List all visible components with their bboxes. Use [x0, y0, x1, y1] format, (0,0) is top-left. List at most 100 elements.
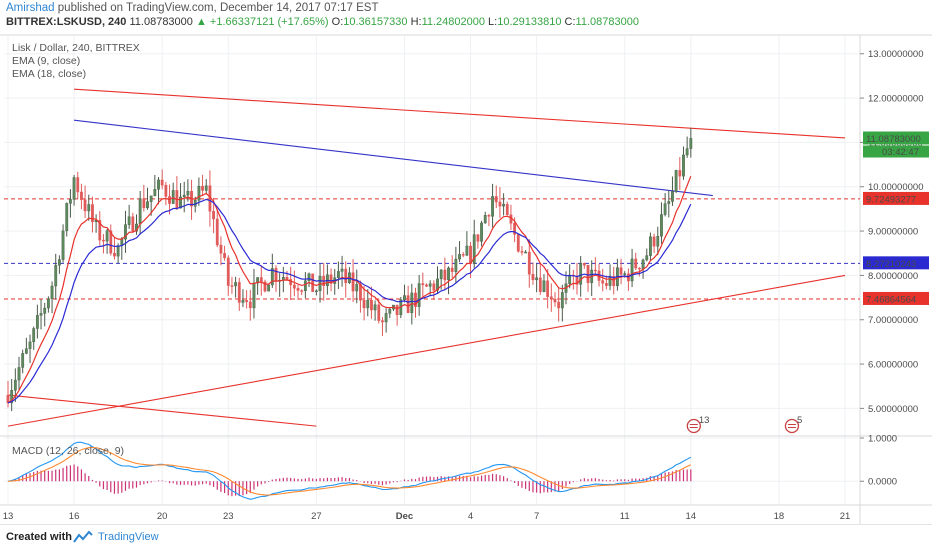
high-label: H: [410, 16, 422, 28]
last-price: 11.08783000 [129, 16, 193, 28]
support-price-tag-bg [863, 291, 929, 305]
countdown-tag-bg [863, 145, 929, 158]
candle-body [292, 284, 296, 289]
candle-body [469, 245, 472, 264]
candle-body [652, 236, 656, 247]
candle-body [153, 189, 157, 197]
trendlines [7, 88, 846, 427]
candle-body [344, 268, 348, 284]
candle-body [157, 179, 160, 190]
price-tick-label: 13.00000000 [868, 49, 923, 60]
legend-ema-18: EMA (18, close) [12, 68, 86, 80]
candle-body [46, 298, 50, 309]
candle-body [116, 245, 120, 257]
candle-body [10, 390, 14, 404]
candle-body [663, 203, 667, 215]
candle-body [160, 179, 164, 186]
candle-body [513, 223, 517, 235]
candle-body [671, 191, 674, 202]
macd-pane [7, 441, 692, 500]
candle-body [149, 195, 153, 202]
candle-body [377, 304, 381, 321]
candle-body [623, 273, 627, 275]
candle-body [24, 348, 28, 354]
created-with-text: Created with [6, 531, 73, 543]
resist-price-tag: 9.72493277 [866, 194, 916, 205]
legend-macd: MACD (12, 26, close, 9) [12, 445, 124, 457]
candle-body [289, 279, 293, 286]
candle-body [421, 283, 425, 286]
candle-body [105, 230, 109, 242]
candle-body [553, 299, 557, 303]
candle-body [535, 277, 539, 281]
candle-body [13, 379, 17, 391]
price-tick-label: 10.00000000 [868, 182, 923, 193]
event-count: 5 [797, 415, 802, 426]
open-value: 10.36157330 [343, 16, 408, 28]
candle-body [373, 304, 377, 311]
price-labels: 11.08783000 03:42:47 9.72493277 8.27210243 7… [863, 131, 929, 305]
time-tick-label: 27 [311, 511, 322, 522]
event-flag-icon[interactable] [686, 418, 701, 434]
candle-body [601, 280, 605, 284]
candle-body [314, 290, 318, 293]
candle-body [465, 245, 469, 256]
candle-body [527, 251, 531, 275]
candle-body [682, 154, 685, 177]
ema-18-line [7, 198, 692, 404]
candle-body [443, 269, 447, 281]
footer: Created with TradingView [0, 524, 932, 551]
candle-body [43, 307, 47, 314]
candle-body [395, 304, 399, 316]
candle-body [164, 184, 168, 197]
candle-body [436, 278, 439, 291]
candle-body [381, 320, 384, 323]
candle-body [102, 239, 105, 242]
candle-body [428, 283, 432, 287]
candle-body [39, 313, 43, 316]
candle-body [32, 328, 36, 343]
candle-body [61, 230, 65, 260]
candle-body [498, 201, 502, 207]
high-value: 11.24802000 [421, 16, 485, 28]
candle-body [83, 199, 87, 212]
time-tick-label: 13 [3, 511, 14, 522]
chart-grid [4, 36, 860, 505]
candle-body [487, 215, 491, 217]
candle-body [219, 244, 223, 254]
price-tick-label: 12.00000000 [868, 94, 923, 105]
candle-body [171, 190, 175, 204]
candle-body [215, 218, 219, 246]
candle-body [296, 288, 300, 291]
candle-body [69, 199, 72, 204]
candle-body [201, 185, 204, 191]
event-markers[interactable]: 13 5 [686, 415, 802, 434]
event-flag-icon[interactable] [784, 418, 800, 434]
open-label: O: [331, 16, 344, 28]
candle-body [461, 254, 465, 256]
tradingview-logo-icon [73, 530, 93, 543]
blue-price-tag: 8.27210243 [866, 259, 916, 270]
candle-body [87, 204, 91, 212]
candle-body [549, 296, 553, 300]
candle-body [439, 269, 443, 280]
time-tick-label: 21 [840, 511, 851, 522]
candle-body [608, 276, 612, 286]
candle-body [57, 259, 61, 266]
time-tick-label: 4 [468, 511, 473, 522]
candle-body [124, 224, 127, 240]
candle-body [476, 234, 480, 242]
time-tick-label: 18 [774, 511, 785, 522]
signal-line [7, 446, 692, 496]
author-link[interactable]: Amirshad [6, 2, 55, 14]
candle-body [186, 190, 190, 196]
candle-body [531, 274, 535, 281]
candle-body [212, 211, 215, 220]
candle-body [256, 277, 260, 284]
candle-body [410, 292, 414, 314]
candle-body [109, 230, 113, 254]
tradingview-link[interactable]: TradingView [98, 531, 159, 543]
candle-body [285, 277, 289, 280]
candle-body [179, 196, 182, 209]
